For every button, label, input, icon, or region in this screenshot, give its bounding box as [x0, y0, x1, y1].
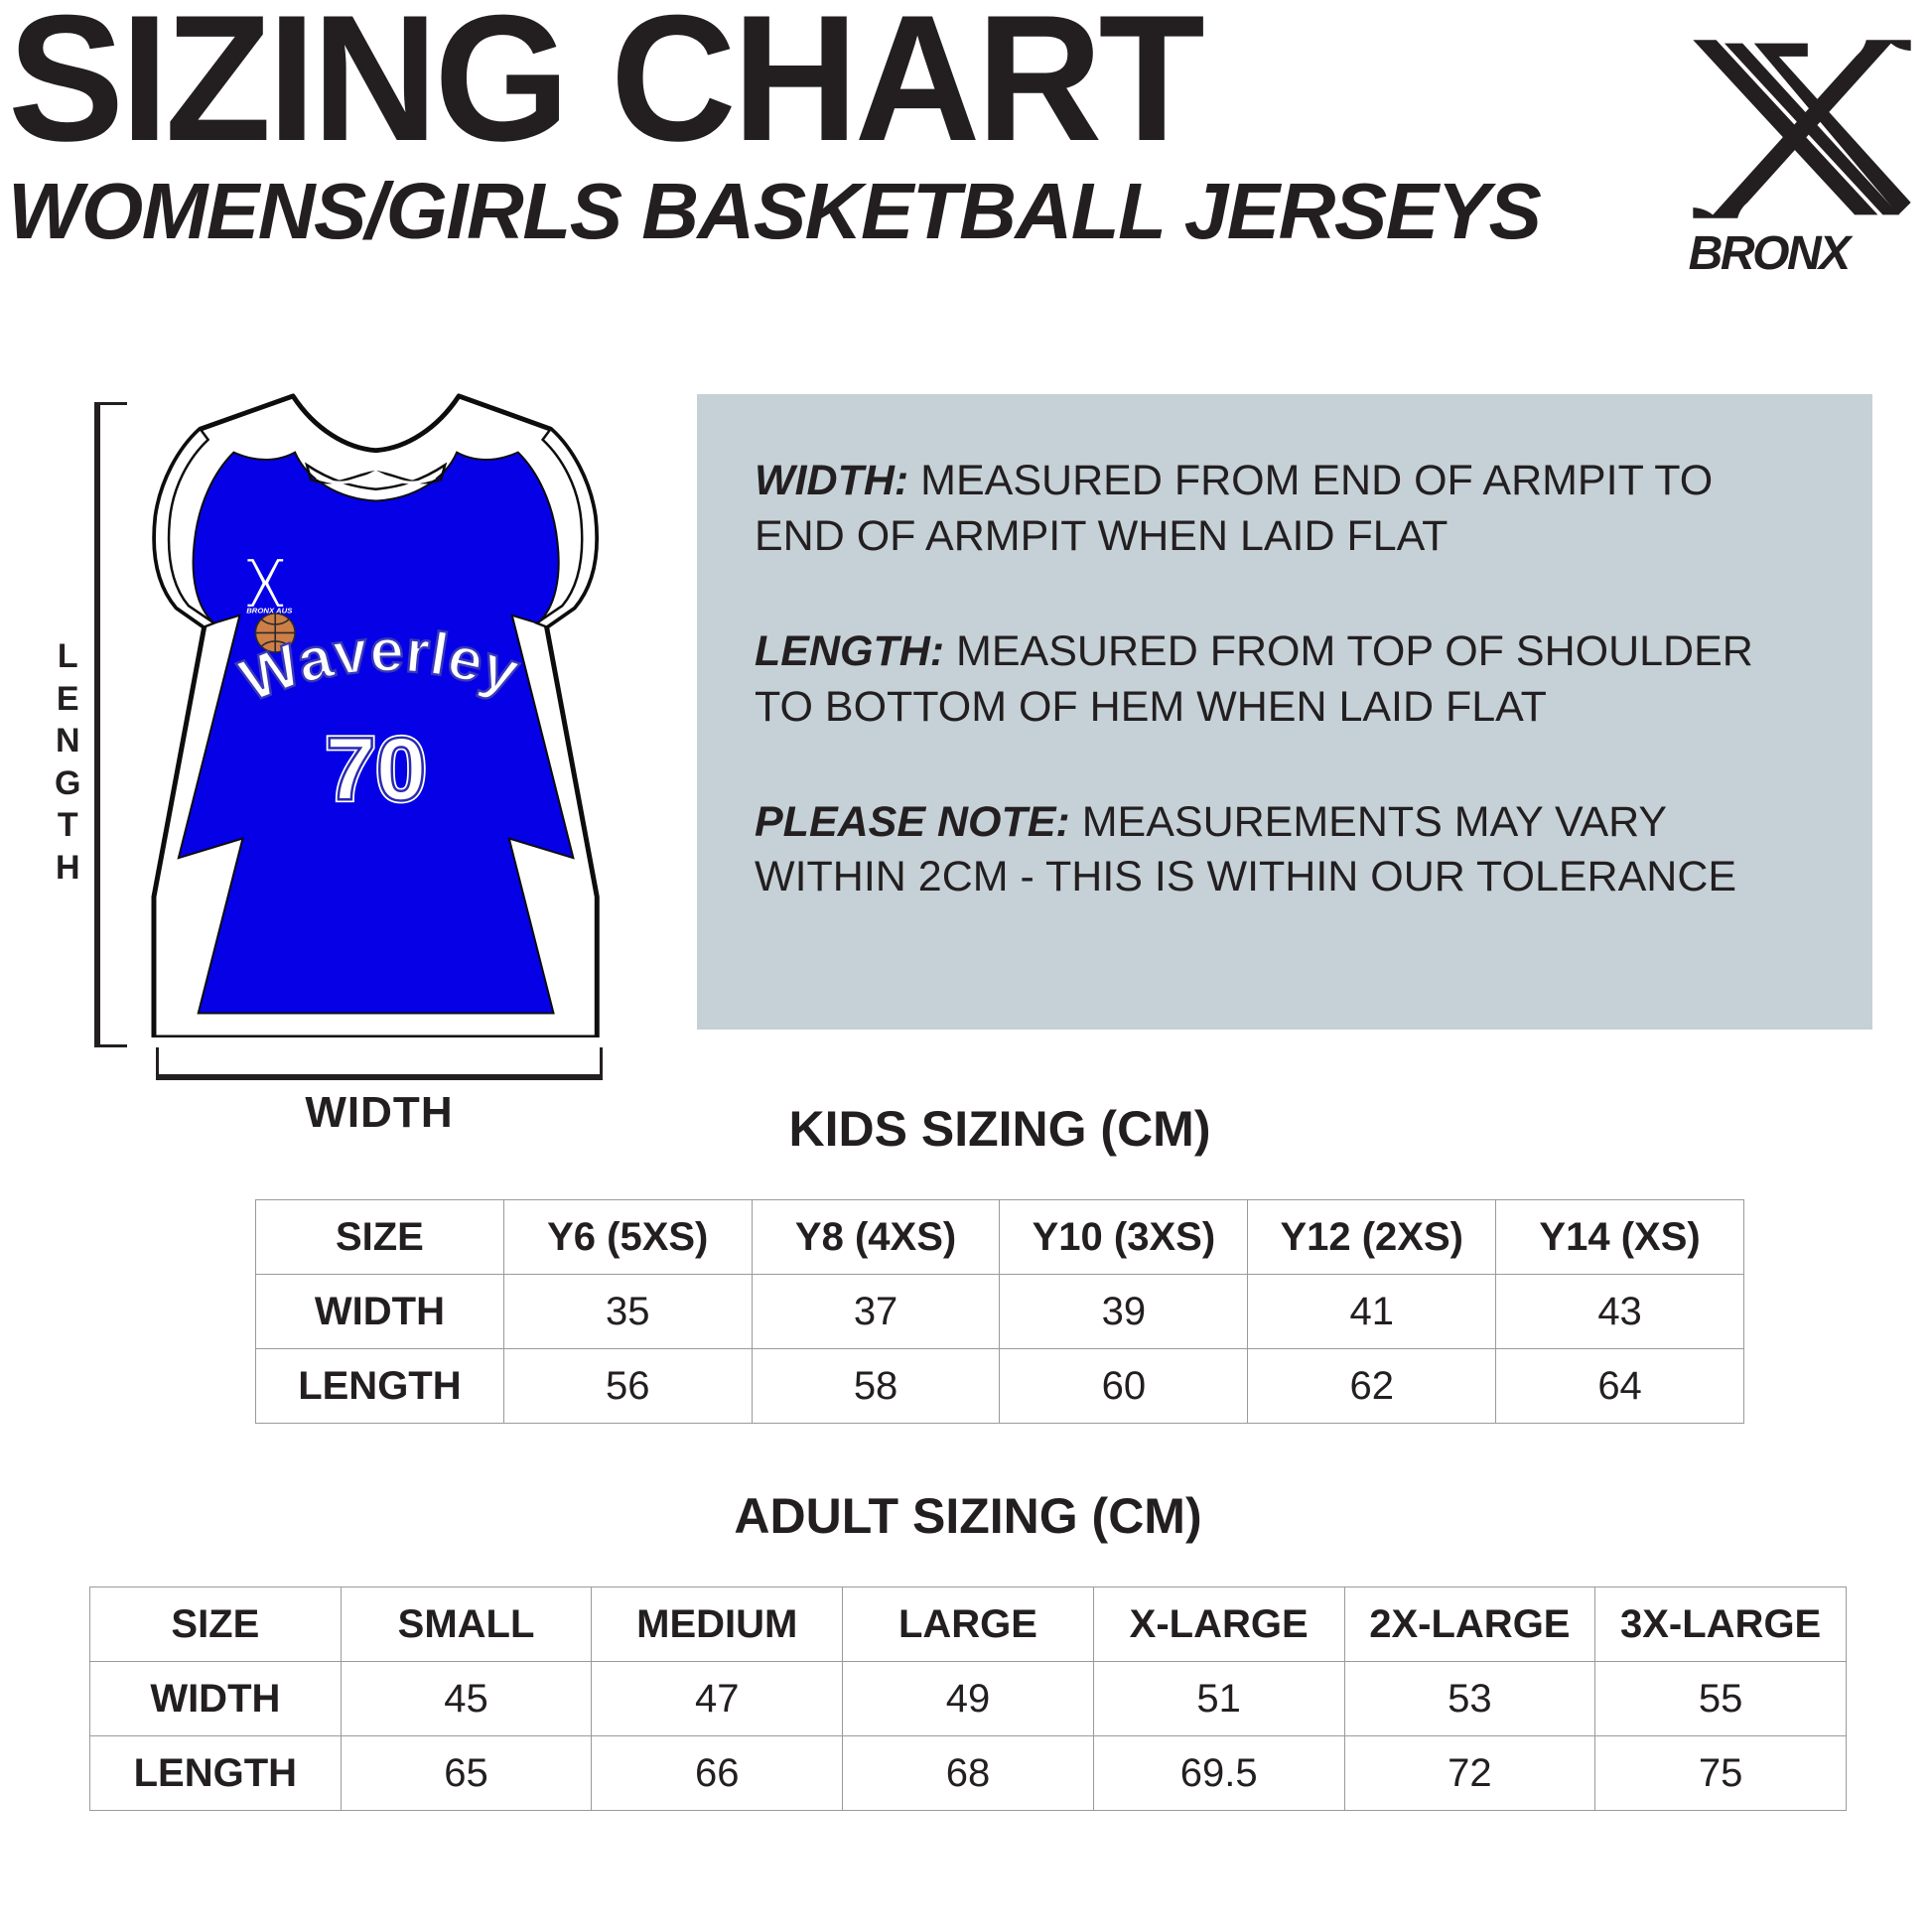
- svg-text:70: 70: [326, 720, 427, 819]
- svg-text:BRONX: BRONX: [1689, 227, 1855, 280]
